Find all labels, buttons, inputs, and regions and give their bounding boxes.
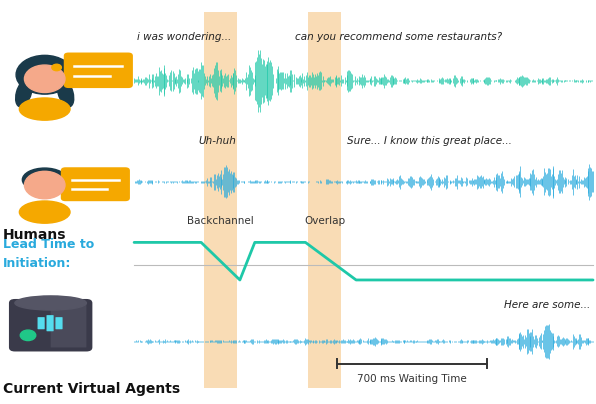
FancyBboxPatch shape	[46, 315, 54, 331]
Bar	[309, 12, 342, 388]
Ellipse shape	[15, 79, 32, 107]
FancyBboxPatch shape	[38, 317, 45, 329]
Circle shape	[24, 65, 65, 93]
FancyBboxPatch shape	[61, 167, 130, 201]
FancyBboxPatch shape	[9, 299, 92, 351]
Text: Here are some...: Here are some...	[504, 300, 590, 310]
Circle shape	[24, 171, 65, 199]
Circle shape	[52, 64, 61, 71]
Text: Initiation:: Initiation:	[3, 257, 72, 269]
Text: Backchannel: Backchannel	[187, 216, 254, 226]
Text: can you recommend some restaurants?: can you recommend some restaurants?	[295, 32, 502, 42]
Ellipse shape	[23, 168, 67, 191]
Text: 700 ms Waiting Time: 700 ms Waiting Time	[357, 374, 467, 384]
FancyBboxPatch shape	[64, 53, 133, 88]
Circle shape	[20, 330, 36, 341]
FancyBboxPatch shape	[51, 303, 86, 347]
Ellipse shape	[19, 201, 70, 223]
Text: Sure... I know this great place...: Sure... I know this great place...	[347, 136, 512, 146]
Text: i was wondering...: i was wondering...	[137, 32, 231, 42]
FancyBboxPatch shape	[55, 317, 63, 329]
Text: Humans: Humans	[3, 228, 67, 242]
Ellipse shape	[57, 79, 74, 107]
Text: Lead Time to: Lead Time to	[3, 238, 94, 251]
Ellipse shape	[15, 296, 86, 310]
Ellipse shape	[19, 98, 70, 120]
Text: Uh-huh: Uh-huh	[198, 136, 236, 146]
Text: Overlap: Overlap	[304, 216, 346, 226]
Circle shape	[16, 55, 73, 94]
Text: Current Virtual Agents: Current Virtual Agents	[3, 382, 180, 396]
Bar	[204, 12, 237, 388]
